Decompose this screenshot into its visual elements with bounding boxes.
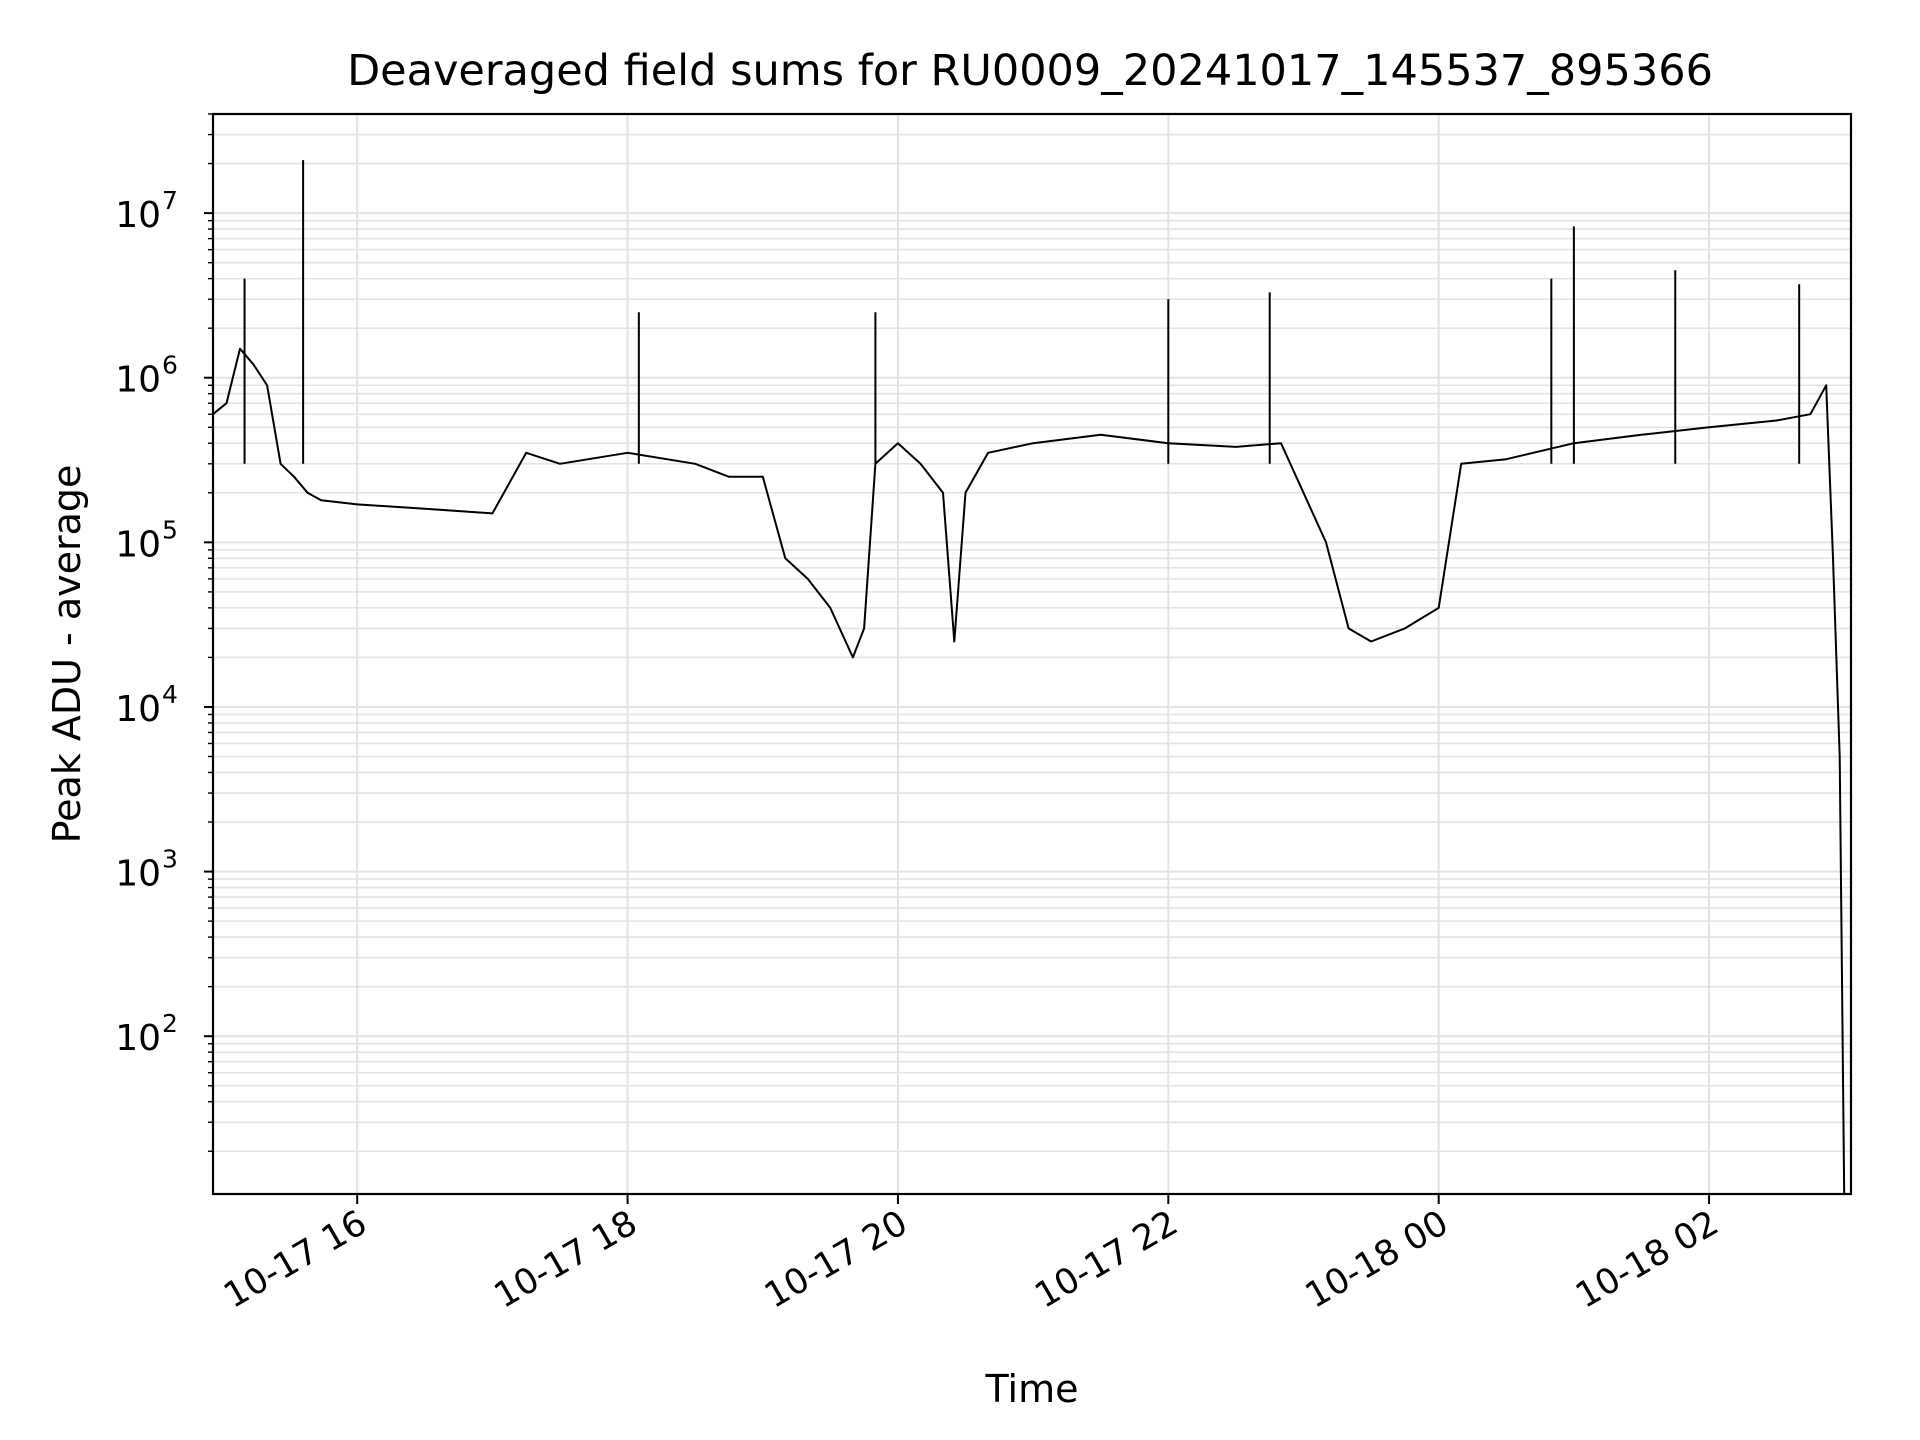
y-tick-label-exponent: 4: [162, 680, 178, 709]
y-tick-label: 10: [115, 854, 161, 895]
y-tick-label: 10: [115, 524, 161, 565]
y-tick-label-exponent: 3: [162, 845, 178, 874]
y-tick-label: 10: [115, 360, 161, 401]
y-tick-label: 10: [115, 1018, 161, 1059]
chart-title: Deaveraged field sums for RU0009_2024101…: [347, 46, 1713, 96]
series-layer: [212, 160, 1846, 1195]
y-tick-label-exponent: 2: [162, 1009, 178, 1038]
y-tick-label: 10: [115, 195, 161, 236]
y-tick-label-exponent: 6: [162, 351, 178, 380]
y-tick-label-exponent: 7: [162, 186, 178, 215]
x-axis-label: Time: [985, 1367, 1079, 1411]
y-tick-label-exponent: 5: [162, 515, 178, 544]
data-line: [212, 347, 1846, 1195]
y-tick-label: 10: [115, 689, 161, 730]
y-axis-label: Peak ADU - average: [45, 465, 89, 844]
plot-frame: [211, 112, 1853, 1196]
